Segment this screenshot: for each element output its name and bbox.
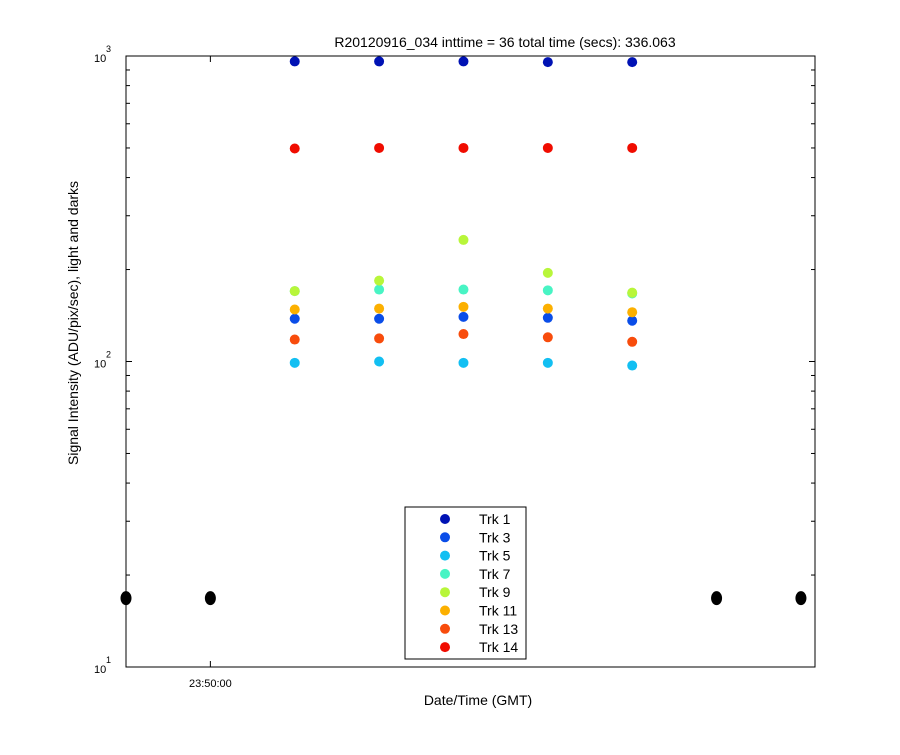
legend-marker (440, 605, 450, 616)
data-point (458, 234, 469, 245)
data-point (627, 142, 638, 153)
data-point (289, 304, 300, 315)
legend-marker (440, 532, 450, 543)
data-point (542, 285, 553, 296)
data-point (374, 284, 385, 295)
y-tick-exponent: 3 (106, 44, 111, 54)
data-point (627, 336, 638, 347)
data-point (289, 56, 300, 67)
legend-marker (440, 514, 450, 524)
data-point (542, 57, 553, 68)
data-point (458, 329, 469, 340)
data-point (542, 332, 553, 343)
legend-label: Trk 7 (479, 566, 511, 582)
dark-point (204, 591, 216, 606)
legend-label: Trk 1 (479, 511, 511, 527)
legend: Trk 1 Trk 3 Trk 5 Trk 7 Trk 9 Trk 11 Trk 13 Trk… (404, 506, 527, 660)
legend-marker (440, 568, 450, 579)
x-axis-label: Date/Time (GMT) (424, 692, 532, 708)
data-point (374, 275, 385, 286)
data-point (458, 142, 469, 153)
legend-label: Trk 11 (479, 603, 517, 619)
legend-marker (440, 550, 450, 561)
y-tick-exponent: 2 (106, 350, 111, 360)
data-point (458, 357, 469, 368)
data-point (627, 360, 638, 371)
data-point (542, 142, 553, 153)
data-point (289, 286, 300, 297)
data-point (374, 333, 385, 344)
legend-label: Trk 13 (479, 621, 518, 637)
legend-label: Trk 3 (479, 529, 511, 545)
data-point (542, 312, 553, 323)
data-point (374, 303, 385, 314)
data-point (542, 303, 553, 314)
legend-label: Trk 5 (479, 548, 511, 564)
points-layer (120, 56, 807, 606)
legend-box (404, 506, 527, 660)
data-point (458, 311, 469, 322)
y-tick-label: 10 (94, 359, 106, 371)
data-point (542, 357, 553, 368)
legend-label: Trk 14 (479, 639, 518, 655)
data-point (374, 142, 385, 153)
data-point (374, 313, 385, 324)
dark-point (795, 591, 807, 606)
chart-title: R20120916_034 inttime = 36 total time (s… (334, 34, 675, 50)
data-point (627, 315, 638, 326)
data-point (627, 57, 638, 68)
data-point (627, 287, 638, 298)
y-tick-exponent: 1 (106, 655, 111, 665)
y-tick-label: 10 (94, 53, 106, 65)
data-point (374, 356, 385, 367)
data-point (289, 334, 300, 345)
y-tick-label: 10 (94, 664, 106, 676)
data-point (627, 307, 638, 318)
data-point (458, 284, 469, 295)
data-point (374, 56, 385, 67)
legend-marker (440, 642, 450, 653)
dark-point (711, 591, 723, 606)
legend-marker (440, 623, 450, 634)
data-point (289, 357, 300, 368)
y-axis-label: Signal Intensity (ADU/pix/sec), light an… (65, 181, 81, 465)
data-point (542, 267, 553, 278)
data-point (458, 301, 469, 312)
x-tick-label: 23:50:00 (189, 678, 232, 690)
data-point (289, 143, 300, 154)
legend-marker (440, 587, 450, 598)
data-point (458, 56, 469, 67)
legend-entries: Trk 1 Trk 3 Trk 5 Trk 7 Trk 9 Trk 11 Trk 13 Trk… (440, 511, 518, 655)
data-point (289, 313, 300, 324)
dark-point (120, 591, 132, 606)
legend-label: Trk 9 (479, 584, 511, 600)
